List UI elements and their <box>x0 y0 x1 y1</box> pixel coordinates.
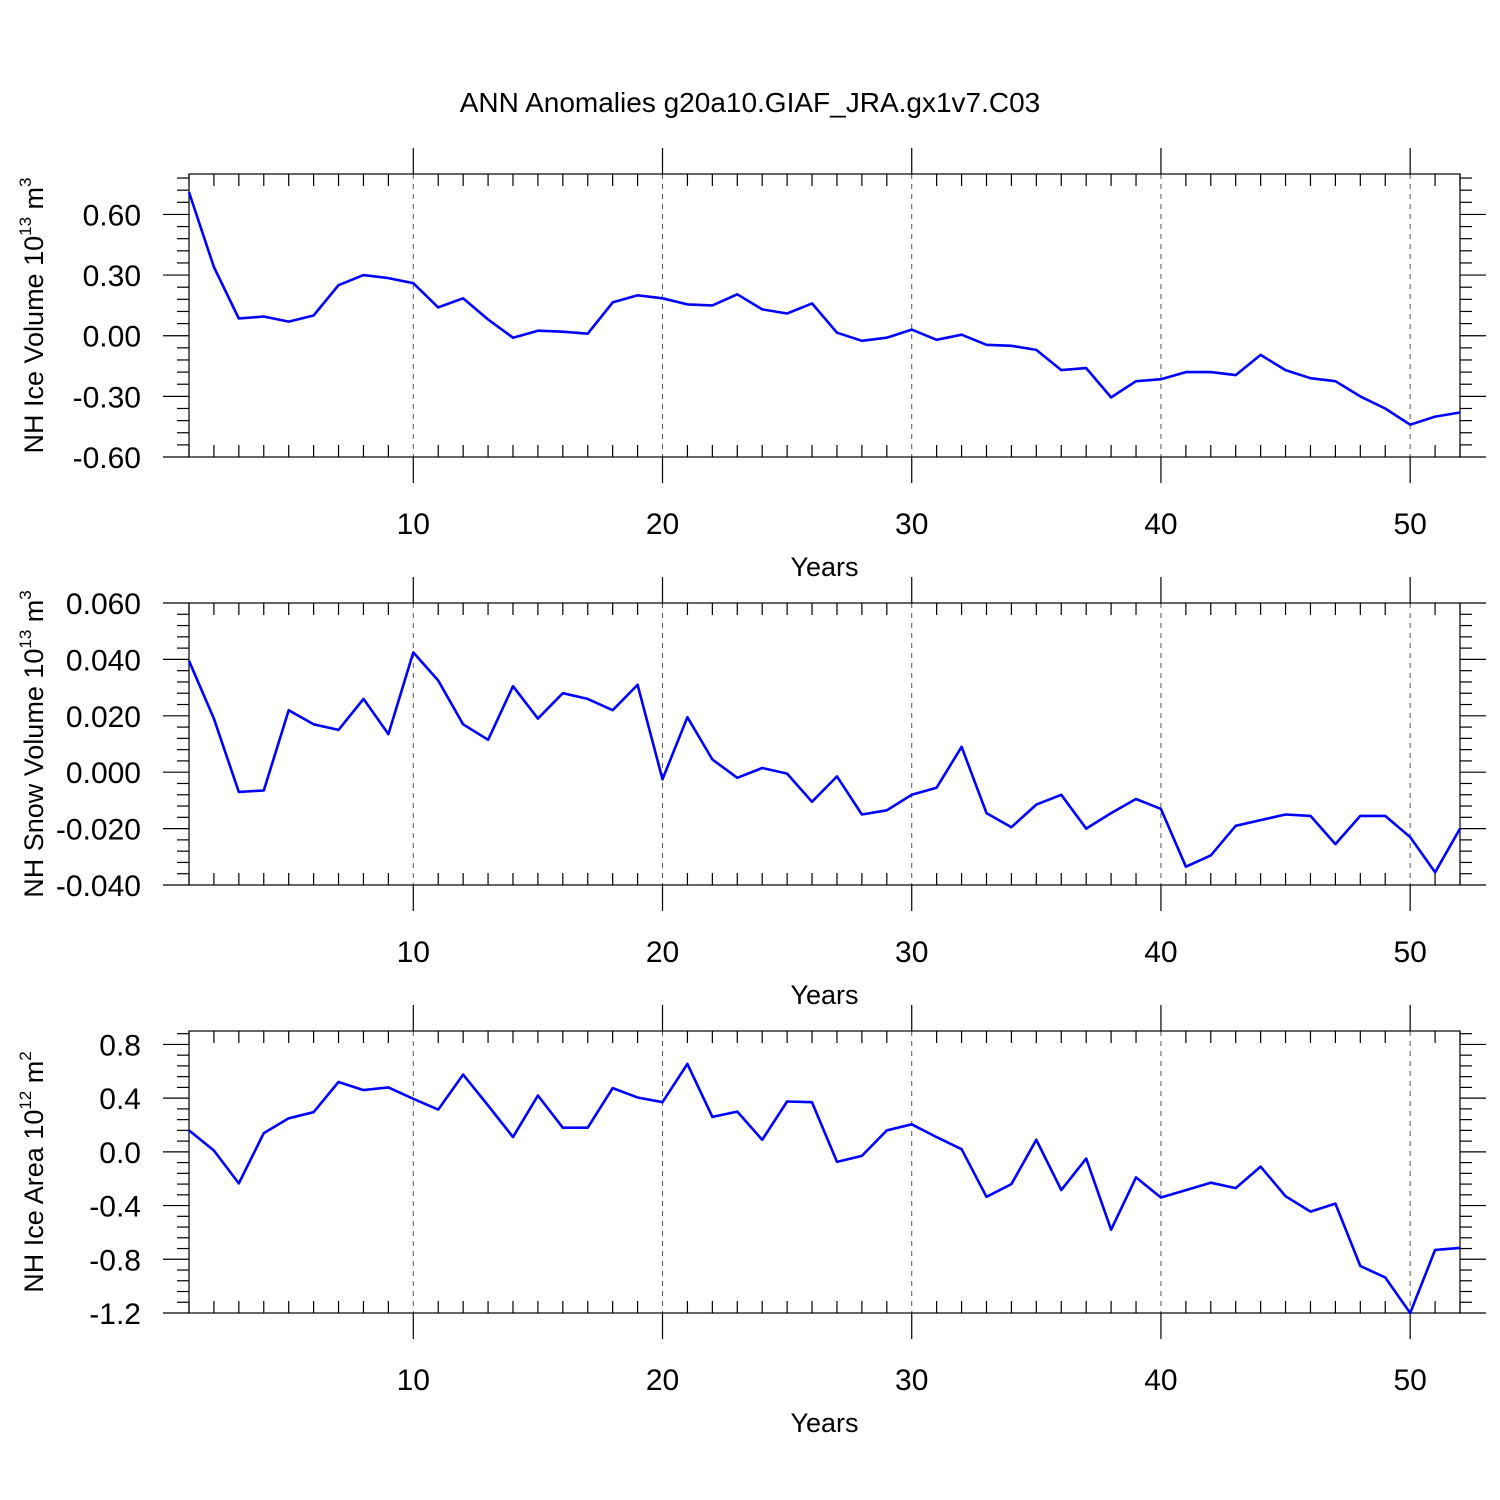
y-tick-label: 0.040 <box>66 644 141 677</box>
x-tick-label: 30 <box>895 508 928 541</box>
x-tick-label: 50 <box>1393 936 1426 969</box>
y-tick-label: 0.0 <box>99 1137 141 1170</box>
y-tick-label: 0.00 <box>83 321 141 354</box>
y-axis-title: NH Ice Volume 1013 m3 <box>16 178 49 454</box>
x-tick-label: 10 <box>397 508 430 541</box>
y-tick-label: 0.4 <box>99 1083 141 1116</box>
plot-frame <box>188 1030 1461 1314</box>
y-tick-label: 0.60 <box>83 199 141 232</box>
x-tick-label: 20 <box>646 1364 679 1397</box>
x-tick-label: 40 <box>1144 1364 1177 1397</box>
x-tick-label: 30 <box>895 936 928 969</box>
chart-title: ANN Anomalies g20a10.GIAF_JRA.gx1v7.C03 <box>460 87 1041 118</box>
y-tick-label: -0.040 <box>56 870 141 903</box>
chart-panels: 10 20 30 40 50 -0.60 -0.30 0.00 0.30 0.60 Years NH … <box>16 148 1486 1438</box>
y-axis-title: NH Ice Area 1012 m2 <box>16 1051 49 1292</box>
y-tick-label: -0.60 <box>73 442 141 475</box>
x-axis-title: Years <box>790 980 858 1010</box>
x-tick-label: 20 <box>646 936 679 969</box>
x-tick-label: 50 <box>1393 508 1426 541</box>
x-tick-label: 40 <box>1144 936 1177 969</box>
chart-panel-1: 10 20 30 40 50 -0.60 -0.30 0.00 0.30 0.60 Years NH … <box>16 148 1486 582</box>
y-tick-label: -0.8 <box>89 1244 141 1277</box>
x-tick-label: 50 <box>1393 1364 1426 1397</box>
chart-panel-3: 10 20 30 40 50 -1.2 -0.8 -0.4 0.0 0.4 0.8 Years NH I… <box>16 1005 1486 1438</box>
series-line <box>187 651 1462 874</box>
y-axis-title: NH Snow Volume 1013 m3 <box>16 590 49 898</box>
plot-frame <box>188 173 1461 458</box>
series-line <box>188 1062 1461 1315</box>
y-tick-label: 0.020 <box>66 701 141 734</box>
chart-panel-2: 10 20 30 40 50 -0.040 -0.020 0.000 0.020 0.040 0.0… <box>16 577 1486 1010</box>
x-tick-label: 30 <box>895 1364 928 1397</box>
y-tick-label: -0.30 <box>73 381 141 414</box>
x-tick-label: 10 <box>397 1364 430 1397</box>
y-tick-label: 0.060 <box>66 588 141 621</box>
y-tick-label: 0.30 <box>83 260 141 293</box>
y-tick-label: 0.000 <box>66 757 141 790</box>
series-line <box>187 191 1461 427</box>
y-tick-label: 0.8 <box>99 1029 141 1062</box>
plot-frame <box>188 602 1461 886</box>
x-tick-label: 10 <box>397 936 430 969</box>
x-axis-title: Years <box>790 552 858 582</box>
x-tick-label: 40 <box>1144 508 1177 541</box>
y-tick-label: -0.4 <box>89 1191 141 1224</box>
x-axis-title: Years <box>790 1408 858 1438</box>
y-tick-label: -1.2 <box>89 1298 141 1331</box>
y-tick-label: -0.020 <box>56 814 141 847</box>
x-tick-label: 20 <box>646 508 679 541</box>
